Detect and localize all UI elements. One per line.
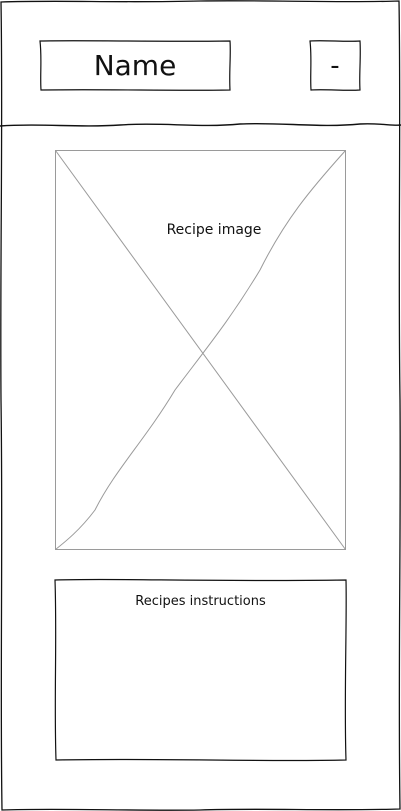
image-placeholder-icon <box>55 150 346 550</box>
recipe-image-placeholder <box>55 150 346 550</box>
recipe-name-field[interactable]: Name <box>40 41 230 90</box>
recipe-instructions-label: Recipes instructions <box>135 594 266 609</box>
remove-button[interactable]: - <box>310 41 360 90</box>
recipe-image-label: Recipe image <box>166 222 262 238</box>
recipe-name-label: Name <box>93 49 177 82</box>
minus-icon: - <box>330 50 340 81</box>
